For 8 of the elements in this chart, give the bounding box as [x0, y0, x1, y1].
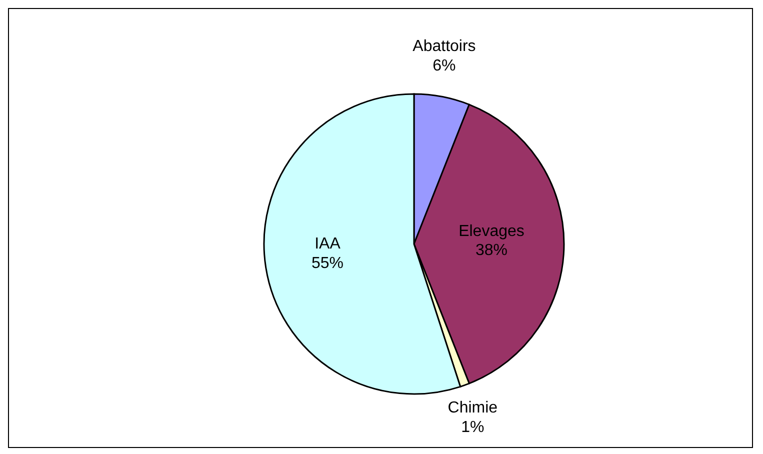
- slice-label: Abattoirs: [412, 38, 476, 56]
- slice-label: IAA: [314, 236, 341, 253]
- slice-label: Elevages: [458, 222, 524, 240]
- data-label: 38%: [475, 242, 508, 259]
- data-label: 55%: [312, 254, 344, 272]
- data-label: 6%: [432, 57, 456, 74]
- slice-label: Chimie: [448, 400, 498, 417]
- data-label: 1%: [461, 418, 484, 436]
